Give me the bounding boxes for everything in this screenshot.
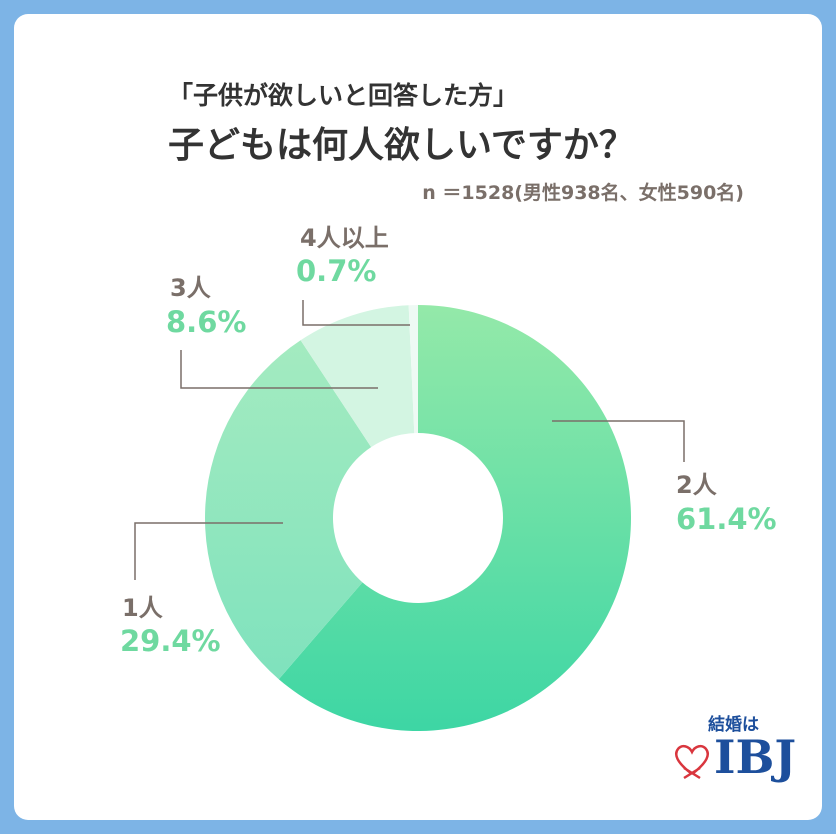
slice-3人 xyxy=(300,305,415,448)
label-3: 3人 xyxy=(170,274,211,302)
logo-ibj: IBJ xyxy=(714,730,797,784)
pct-1: 29.4% xyxy=(120,624,221,658)
leader-line-1 xyxy=(134,522,283,580)
pct-3: 8.6% xyxy=(166,305,247,339)
leader-line-4 xyxy=(302,300,410,326)
leader-line-3 xyxy=(180,350,378,389)
slice-2人 xyxy=(278,305,631,731)
heart-icon xyxy=(675,744,709,780)
leader-line-2 xyxy=(552,420,685,462)
logo-tagline: 結婚は xyxy=(708,715,759,735)
ibj-logo: 結婚は IBJ xyxy=(670,710,800,800)
label-1: 1人 xyxy=(122,594,163,622)
label-2: 2人 xyxy=(676,471,717,499)
sample-note: n ＝1528(男性938名、女性590名) xyxy=(422,182,744,204)
chart-subtitle: 「子供が欲しいと回答した方」 xyxy=(168,81,519,110)
slice-4人以上 xyxy=(408,305,418,434)
chart-title: 子どもは何人欲しいですか？ xyxy=(168,125,635,166)
pct-4: 0.7% xyxy=(296,254,377,288)
label-4: 4人以上 xyxy=(300,224,389,252)
leader-lines xyxy=(134,300,685,580)
pct-2: 61.4% xyxy=(676,502,777,536)
slice-1人 xyxy=(205,340,372,680)
